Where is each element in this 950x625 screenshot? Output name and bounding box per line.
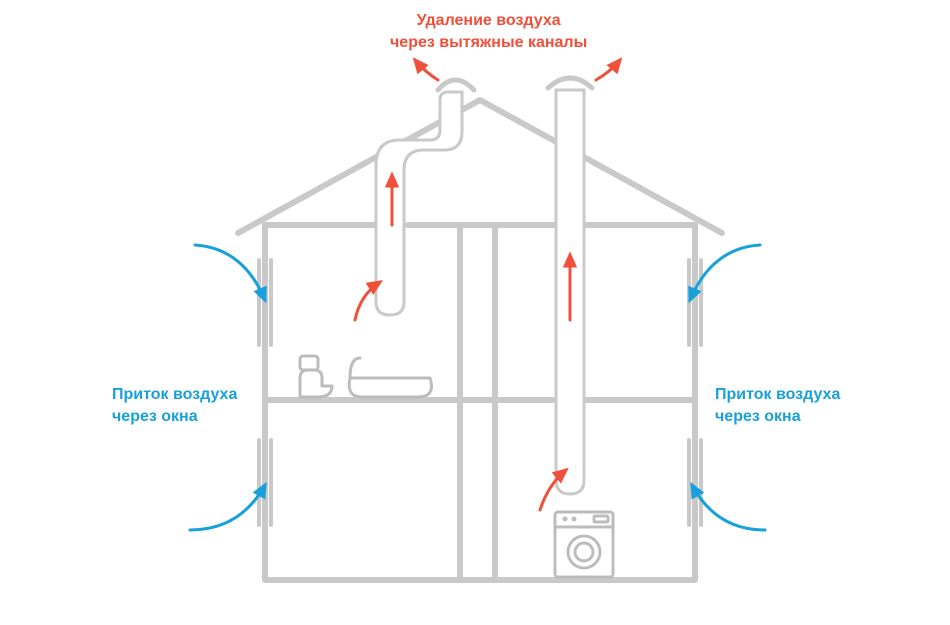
intake-arrows <box>190 245 765 530</box>
intake-label-left: Приток воздуха через окна <box>112 384 237 427</box>
house-outline <box>238 100 722 580</box>
exhaust-ducts <box>376 78 592 494</box>
exhaust-label: Удаление воздуха через вытяжные каналы <box>390 10 587 53</box>
washing-machine <box>555 512 613 577</box>
bathroom-fixtures <box>300 356 432 397</box>
ventilation-diagram <box>0 0 950 625</box>
intake-label-right: Приток воздуха через окна <box>715 384 840 427</box>
windows <box>259 260 701 525</box>
